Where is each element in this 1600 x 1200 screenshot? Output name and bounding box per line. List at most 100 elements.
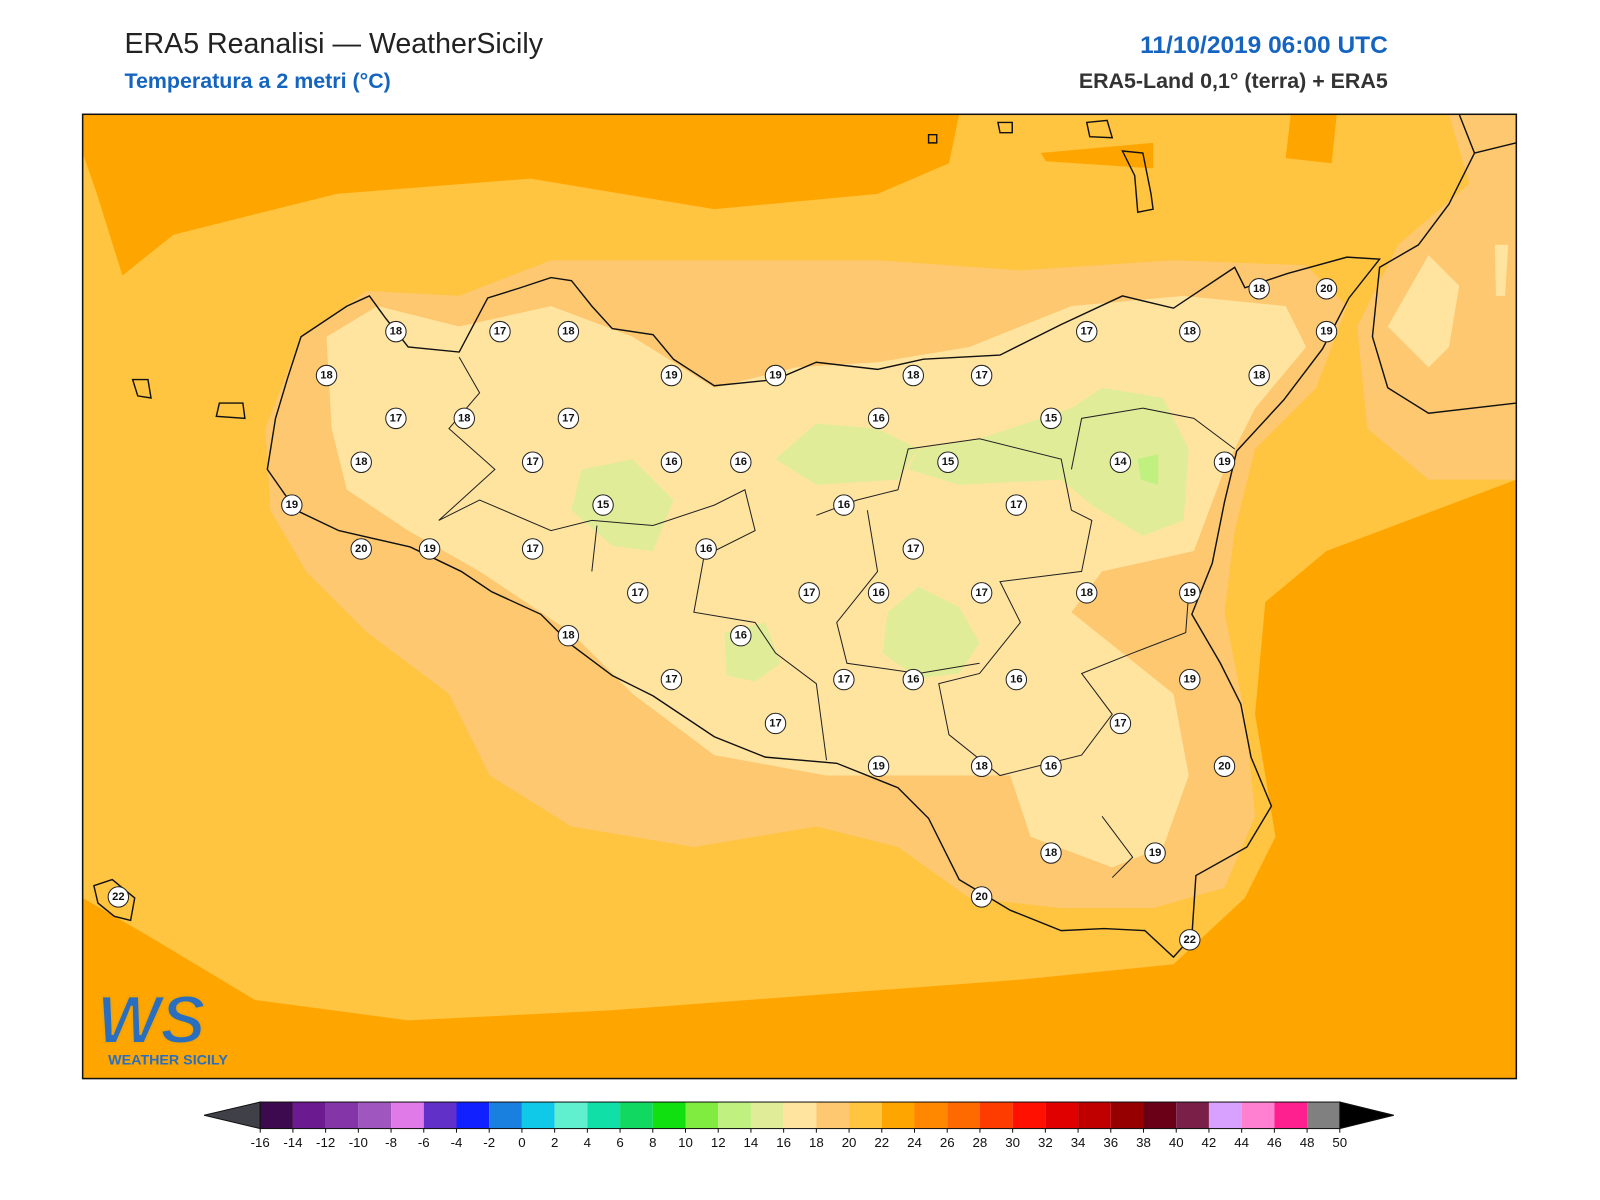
colorbar-label: 50 [1332,1135,1347,1150]
colorbar-segment [489,1102,522,1129]
station-value: 16 [872,587,884,599]
station-marker [1040,842,1062,864]
colorbar-segment [979,1102,1013,1129]
logo-mark: WS [97,983,206,1058]
colorbar: -16 -14 -12 -10 -8 -6 -4 -2 0 2 4 6 8 10 12 14 16 18 20 22 2… [203,1101,1394,1150]
colorbar-label: 10 [678,1135,693,1150]
colorbar-under [203,1101,261,1130]
colorbar-segment [1176,1102,1209,1129]
map: 18 17 18 18 19 19 18 17 17 18 18 20 19 18 17 18 17 16 15 18… [82,114,1517,1079]
station: 18 [1076,582,1098,604]
station-value: 16 [1045,760,1057,772]
station-value: 18 [562,326,574,338]
colorbar-label: -4 [451,1135,463,1150]
station-value: 17 [390,412,402,424]
station-marker [1315,320,1338,343]
station-marker [315,364,338,387]
colorbar-segment [1274,1102,1308,1129]
station-marker [557,407,580,430]
station-value: 20 [355,543,367,555]
station: 15 [937,451,959,473]
station-marker [627,582,649,604]
station: 18 [350,451,372,473]
station-value: 19 [1184,674,1196,686]
station-marker [1109,451,1132,473]
station: 19 [867,755,890,778]
station-value: 16 [700,543,712,555]
station-marker [385,320,407,343]
station: 19 [281,494,303,516]
station-value: 16 [907,674,919,686]
colorbar-segment [292,1102,326,1129]
station: 17 [660,668,683,691]
station-marker [970,886,993,908]
station: 16 [867,582,890,604]
temp-area [82,114,960,276]
station: 15 [1040,407,1062,430]
station: 16 [1040,755,1062,778]
station-value: 19 [1184,587,1196,599]
station-value: 15 [942,456,954,468]
station-marker [1248,278,1270,300]
station-value: 16 [735,630,747,642]
colorbar-segment [358,1102,392,1129]
station-marker [592,494,614,516]
station-marker [764,712,787,735]
station: 19 [418,538,441,560]
coastline [266,256,1381,959]
station: 15 [592,494,614,516]
station-value: 19 [1218,456,1230,468]
station-marker [385,407,407,430]
colorbar-label: -6 [418,1135,430,1150]
colorbar-segment [685,1102,719,1129]
station: 17 [970,364,993,387]
colorbar-segment [816,1102,850,1129]
station-marker [1144,842,1166,864]
station: 22 [1179,929,1201,951]
temp-area [82,897,613,1079]
station-value: 17 [1080,326,1092,338]
date: 11/10/2019 06:00 UTC [1140,32,1388,59]
colorbar-label: 26 [940,1135,955,1150]
station-marker [1248,364,1270,387]
colorbar-label: 16 [776,1135,791,1150]
station-value: 17 [803,587,815,599]
logo-name: WEATHER SICILY [108,1052,228,1068]
station: 18 [1248,278,1270,300]
station-value: 18 [1184,326,1196,338]
colorbar-segment [1208,1102,1242,1129]
colorbar-label: 40 [1169,1135,1184,1150]
station-value: 15 [597,499,609,511]
station-value: 17 [838,674,850,686]
station-value: 20 [1218,760,1230,772]
station-marker [107,886,130,908]
station: 17 [627,582,649,604]
station: 17 [521,538,544,560]
station-marker [350,538,372,560]
temp-area [1285,114,1337,164]
colorbar-label: 38 [1136,1135,1151,1150]
station-value: 19 [1320,326,1332,338]
station: 16 [660,451,683,473]
station: 17 [1109,712,1132,735]
station-marker [1213,755,1236,778]
colorbar-label: 30 [1005,1135,1020,1150]
coastline [93,119,1154,922]
colorbar-segment [391,1102,424,1129]
station-value: 18 [390,326,402,338]
station-value: 19 [286,499,298,511]
colorbar-segment [456,1102,490,1129]
station-marker [1179,320,1201,343]
station-value: 22 [112,891,124,903]
colorbar-label: 28 [973,1135,988,1150]
station-value: 16 [735,456,747,468]
province-border [438,356,1235,878]
colorbar-segment [554,1102,588,1129]
station-value: 17 [665,674,677,686]
station-value: 22 [1184,934,1196,946]
colorbar-label: 6 [616,1135,623,1150]
colorbar-label: -12 [316,1135,335,1150]
station: 18 [315,364,338,387]
station-marker [970,755,993,778]
station: 19 [764,364,787,387]
